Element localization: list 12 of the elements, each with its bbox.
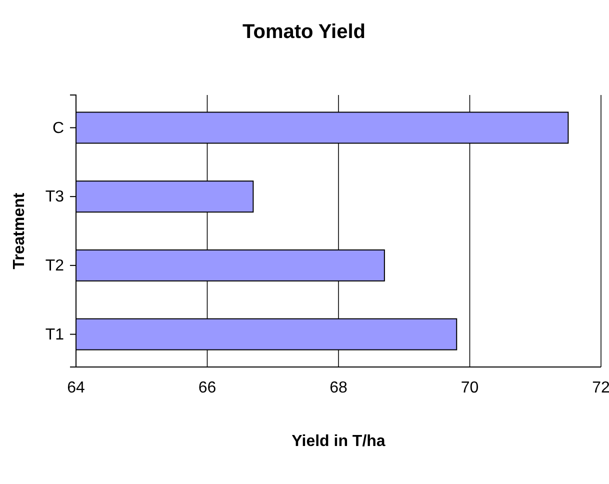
y-tick-label: T2: [45, 258, 64, 275]
y-tick-label: C: [52, 120, 64, 137]
x-axis-title: Yield in T/ha: [292, 433, 386, 450]
x-tick-label: 64: [67, 379, 85, 396]
y-tick-label: T3: [45, 188, 64, 206]
chart-title: Tomato Yield: [242, 21, 366, 43]
x-tick-label: 68: [330, 379, 348, 396]
y-tick-label: T1: [45, 326, 64, 344]
x-tick-label: 70: [460, 379, 479, 396]
y-axis-title: Treatment: [11, 192, 28, 270]
x-tick-label: 66: [198, 379, 216, 396]
x-tick-label: 72: [592, 379, 609, 396]
